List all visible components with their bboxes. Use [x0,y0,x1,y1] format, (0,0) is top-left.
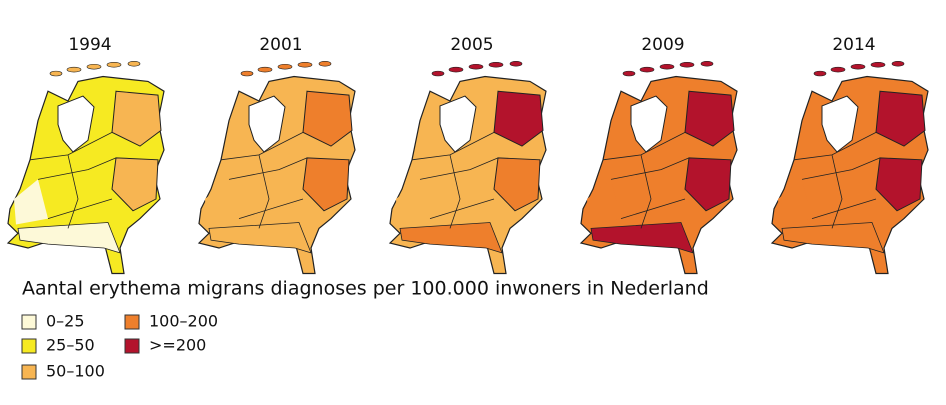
map [389,61,547,275]
legend-swatch [124,314,140,330]
legend-swatch [124,338,140,354]
island [659,63,675,70]
island [468,63,484,70]
island [448,66,464,73]
legend-label: 100–200 [149,312,218,331]
island [257,66,273,73]
borders [602,132,690,229]
borders [29,132,117,229]
island [86,63,102,70]
island [830,66,846,73]
island [49,70,63,77]
borders [793,132,881,229]
map [7,61,165,275]
island [431,70,445,77]
island [870,61,886,68]
island [850,63,866,70]
legend-swatch [21,338,37,354]
legend-swatch [21,364,37,380]
map-year: 2014 [832,35,875,55]
legend-label: >=200 [149,336,206,355]
legend-label: 25–50 [46,336,95,355]
region-south [208,222,312,254]
borders [220,132,308,229]
island [679,61,695,68]
map [198,61,356,275]
island [127,61,141,67]
legend-swatch [21,314,37,330]
island [106,61,122,68]
island [622,70,636,77]
legend-label: 0–25 [46,312,85,331]
map [771,61,929,275]
map-year: 2005 [450,35,493,55]
island [240,70,254,77]
island [488,61,504,68]
map-year: 2001 [259,35,302,55]
island [700,61,714,67]
region-south [399,222,503,254]
island [891,61,905,67]
island [297,61,313,68]
island [813,70,827,77]
island [639,66,655,73]
borders [411,132,499,229]
region-south [781,222,885,254]
island [277,63,293,70]
island [66,66,82,73]
region-south [17,222,121,254]
legend-title: Aantal erythema migrans diagnoses per 10… [22,278,709,300]
island [318,61,332,67]
map-year: 2009 [641,35,684,55]
map [580,61,738,275]
legend-label: 50–100 [46,362,105,381]
island [509,61,523,67]
region-south [590,222,694,254]
map-year: 1994 [68,35,111,55]
